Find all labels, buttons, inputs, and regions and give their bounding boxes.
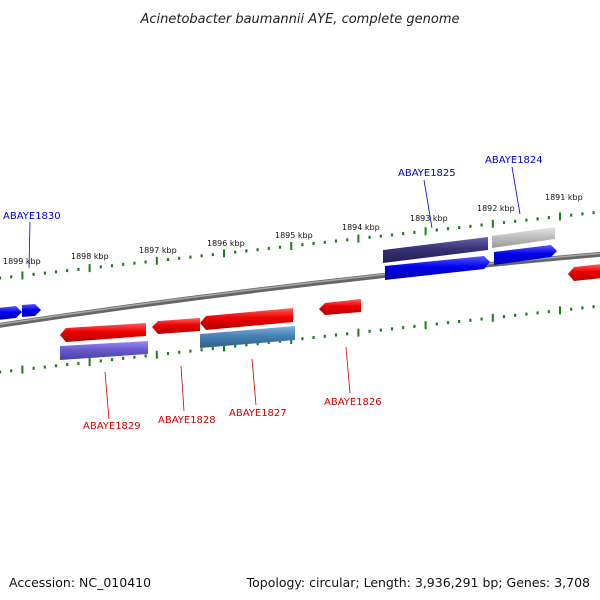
- gene-label: ABAYE1826: [324, 397, 382, 408]
- gene-label: ABAYE1825: [398, 168, 456, 179]
- scale-ticks-bottom: [0, 305, 595, 374]
- gene-arrow: [494, 245, 557, 265]
- scale-label: 1897 kbp: [139, 246, 177, 255]
- gene-arrow: [200, 308, 293, 330]
- gene-label: ABAYE1829: [83, 421, 141, 432]
- gene-label: ABAYE1827: [229, 408, 287, 419]
- gene-label: ABAYE1824: [485, 155, 543, 166]
- scale-label: 1891 kbp: [545, 193, 583, 202]
- scale-label: 1895 kbp: [275, 231, 313, 240]
- gene-arrow: [60, 341, 148, 360]
- gene-arrow: [0, 306, 22, 320]
- genome-summary-label: Topology: circular; Length: 3,936,291 bp…: [246, 575, 590, 590]
- gene-arrow: [22, 304, 41, 317]
- forward-genes: [0, 227, 557, 320]
- gene-arrow: [319, 299, 361, 315]
- scale-label: 1898 kbp: [71, 252, 109, 261]
- gene-label: ABAYE1828: [158, 415, 216, 426]
- scale-ticks-top: [0, 211, 595, 280]
- genome-backbone: [0, 251, 600, 328]
- gene-arrow: [385, 256, 490, 280]
- gene-label: ABAYE1830: [3, 211, 61, 222]
- scale-label: 1892 kbp: [477, 204, 515, 213]
- gene-labels: ABAYE1830 ABAYE1825 ABAYE1824 ABAYE1829 …: [3, 155, 543, 432]
- scale-label: 1899 kbp: [3, 257, 41, 266]
- gene-arrow: [492, 227, 555, 248]
- reverse-genes: [60, 264, 600, 360]
- label-leaders: [28, 166, 521, 420]
- accession-label: Accession: NC_010410: [9, 575, 152, 590]
- gene-arrow: [383, 237, 488, 263]
- scale-label: 1896 kbp: [207, 239, 245, 248]
- gene-arrow: [200, 326, 295, 348]
- gene-arrow: [60, 323, 146, 342]
- scale-label: 1894 kbp: [342, 223, 380, 232]
- scale-labels: 1899 kbp 1898 kbp 1897 kbp 1896 kbp 1895…: [3, 193, 583, 266]
- gene-arrow: [568, 264, 600, 281]
- map-title: Acinetobacter baumannii AYE, complete ge…: [139, 12, 459, 27]
- scale-label: 1893 kbp: [410, 214, 448, 223]
- gene-arrow: [152, 318, 200, 334]
